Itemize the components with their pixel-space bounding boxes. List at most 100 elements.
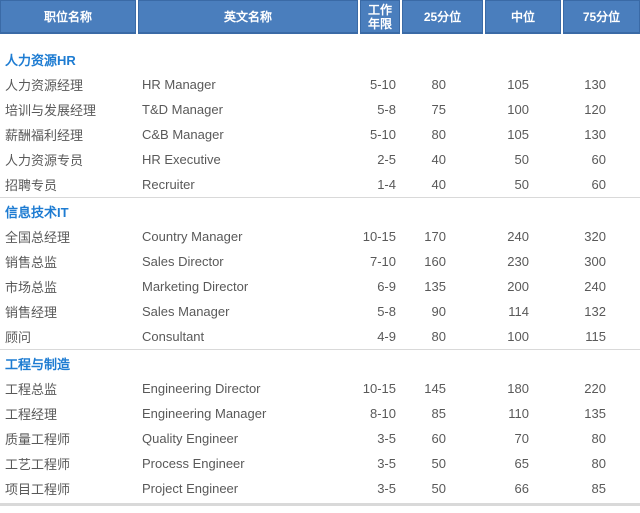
cell-work-years: 6-9: [377, 279, 396, 294]
cell-job-title-en: Project Engineer: [142, 481, 239, 496]
cell-job-title-en: Marketing Director: [142, 279, 249, 294]
cell-job-title-zh: 招聘专员: [5, 178, 58, 193]
table-row: 招聘专员 Recruiter 1-4 40 50 60: [0, 172, 640, 197]
cell-p75: 320: [584, 229, 606, 244]
cell-p75: 85: [591, 481, 606, 496]
cell-p75: 60: [591, 177, 606, 192]
table-row: 顾问 Consultant 4-9 80 100 115: [0, 324, 640, 349]
cell-job-title-en: Country Manager: [142, 229, 243, 244]
cell-job-title-en: Sales Manager: [142, 304, 230, 319]
cell-job-title-en: Recruiter: [142, 177, 195, 192]
cell-median: 70: [514, 431, 529, 446]
table-body: 人力资源HR 人力资源经理 HR Manager 5-10 80 105 130 培训与发展经…: [0, 46, 640, 501]
cell-p75: 220: [584, 381, 606, 396]
cell-job-title-en: T&D Manager: [142, 102, 223, 117]
cell-job-title-zh: 项目工程师: [5, 482, 71, 497]
cell-p75: 80: [591, 456, 606, 471]
table-section: 信息技术IT 全国总经理 Country Manager 10-15 170 240 320…: [0, 197, 640, 349]
table-row: 人力资源经理 HR Manager 5-10 80 105 130: [0, 72, 640, 97]
bottom-divider: [0, 503, 640, 506]
cell-p75: 60: [591, 152, 606, 167]
cell-work-years: 5-8: [377, 304, 396, 319]
cell-p25: 90: [431, 304, 446, 319]
cell-p25: 85: [431, 406, 446, 421]
cell-median: 230: [507, 254, 529, 269]
cell-work-years: 4-9: [377, 329, 396, 344]
table-row: 薪酬福利经理 C&B Manager 5-10 80 105 130: [0, 122, 640, 147]
cell-median: 50: [514, 152, 529, 167]
cell-median: 114: [508, 304, 529, 319]
cell-p75: 300: [584, 254, 606, 269]
cell-job-title-en: HR Manager: [142, 77, 216, 92]
table-row: 工程总监 Engineering Director 10-15 145 180 220: [0, 376, 640, 401]
table-row: 市场总监 Marketing Director 6-9 135 200 240: [0, 274, 640, 299]
table-row: 工程经理 Engineering Manager 8-10 85 110 135: [0, 401, 640, 426]
cell-work-years: 2-5: [377, 152, 396, 167]
cell-job-title-zh: 全国总经理: [5, 230, 71, 245]
header-job-title-en: 英文名称: [138, 0, 358, 34]
cell-median: 100: [507, 102, 529, 117]
cell-p25: 50: [431, 456, 446, 471]
cell-job-title-zh: 工程总监: [5, 382, 58, 397]
header-75th-percentile: 75分位: [563, 0, 640, 34]
cell-median: 200: [507, 279, 529, 294]
section-title: 工程与制造: [5, 356, 71, 372]
cell-job-title-en: Consultant: [142, 329, 205, 344]
cell-median: 100: [507, 329, 529, 344]
cell-work-years: 3-5: [377, 456, 396, 471]
cell-median: 110: [508, 406, 529, 421]
cell-p25: 135: [424, 279, 446, 294]
table-section: 工程与制造 工程总监 Engineering Director 10-15 145 180…: [0, 349, 640, 501]
table-section: 人力资源HR 人力资源经理 HR Manager 5-10 80 105 130 培训与发展经…: [0, 46, 640, 197]
cell-median: 105: [507, 127, 529, 142]
header-median: 中位: [485, 0, 561, 34]
cell-p75: 115: [585, 329, 606, 344]
cell-p75: 80: [591, 431, 606, 446]
cell-work-years: 5-10: [369, 77, 396, 92]
cell-p25: 50: [431, 481, 446, 496]
cell-job-title-zh: 市场总监: [5, 280, 58, 295]
cell-p25: 160: [424, 254, 446, 269]
cell-p25: 80: [431, 77, 446, 92]
cell-job-title-en: HR Executive: [142, 152, 221, 167]
cell-job-title-en: C&B Manager: [142, 127, 224, 142]
header-work-years: 工作年限: [360, 0, 400, 34]
table-row: 工艺工程师 Process Engineer 3-5 50 65 80: [0, 451, 640, 476]
table-row: 销售经理 Sales Manager 5-8 90 114 132: [0, 299, 640, 324]
cell-job-title-en: Engineering Manager: [142, 406, 267, 421]
cell-p75: 240: [584, 279, 606, 294]
header-25th-percentile: 25分位: [402, 0, 483, 34]
cell-p25: 145: [424, 381, 446, 396]
cell-work-years: 5-8: [377, 102, 396, 117]
cell-job-title-zh: 质量工程师: [5, 432, 71, 447]
cell-job-title-en: Quality Engineer: [142, 431, 239, 446]
cell-work-years: 3-5: [377, 481, 396, 496]
cell-p25: 40: [431, 152, 446, 167]
cell-median: 66: [514, 481, 529, 496]
table-row: 质量工程师 Quality Engineer 3-5 60 70 80: [0, 426, 640, 451]
cell-work-years: 10-15: [362, 381, 396, 396]
cell-p75: 132: [584, 304, 606, 319]
table-row: 人力资源专员 HR Executive 2-5 40 50 60: [0, 147, 640, 172]
section-title: 人力资源HR: [5, 52, 76, 68]
cell-median: 240: [507, 229, 529, 244]
cell-job-title-zh: 工艺工程师: [5, 457, 71, 472]
cell-p25: 75: [431, 102, 446, 117]
cell-job-title-zh: 销售经理: [5, 305, 58, 320]
cell-median: 105: [507, 77, 529, 92]
table-row: 销售总监 Sales Director 7-10 160 230 300: [0, 249, 640, 274]
cell-job-title-zh: 人力资源专员: [5, 153, 84, 168]
cell-median: 65: [514, 456, 529, 471]
cell-p25: 60: [431, 431, 446, 446]
cell-job-title-zh: 工程经理: [5, 407, 58, 422]
cell-p25: 80: [431, 127, 446, 142]
cell-job-title-zh: 顾问: [5, 330, 32, 345]
table-row: 培训与发展经理 T&D Manager 5-8 75 100 120: [0, 97, 640, 122]
cell-job-title-en: Process Engineer: [142, 456, 245, 471]
cell-work-years: 1-4: [377, 177, 396, 192]
cell-work-years: 5-10: [369, 127, 396, 142]
cell-job-title-zh: 销售总监: [5, 255, 58, 270]
table-header-row: 职位名称 英文名称 工作年限 25分位 中位 75分位: [0, 0, 640, 34]
cell-p75: 130: [584, 127, 606, 142]
cell-job-title-en: Sales Director: [142, 254, 224, 269]
